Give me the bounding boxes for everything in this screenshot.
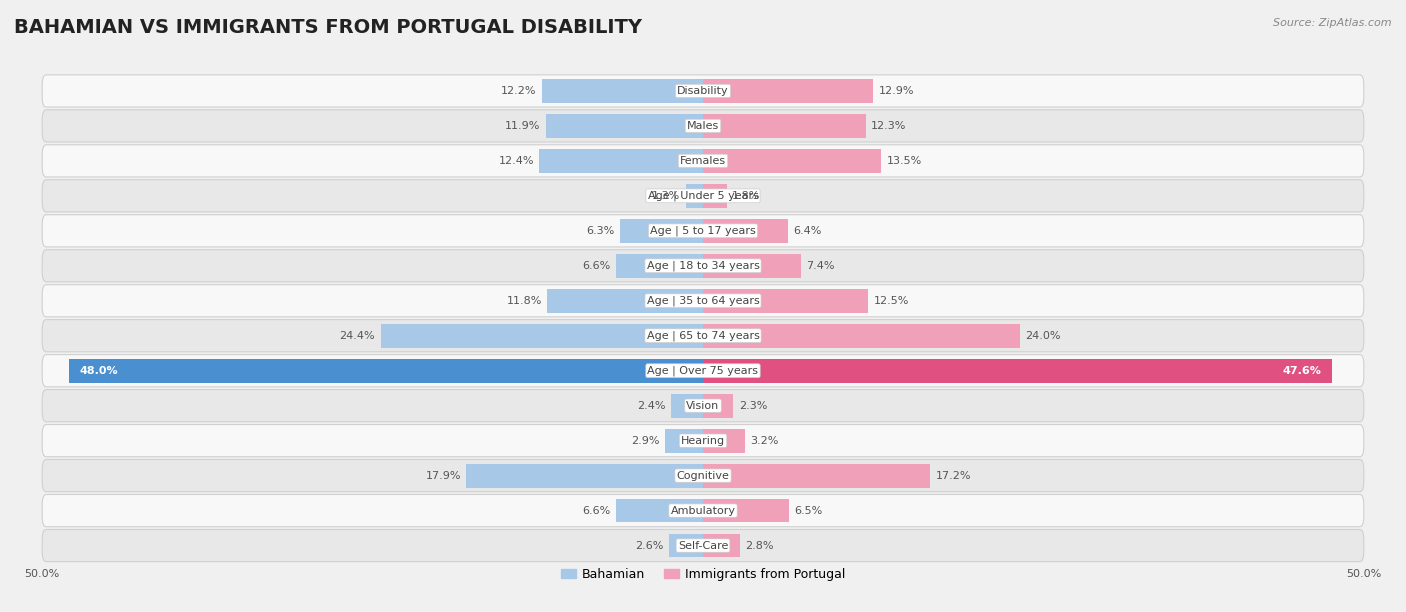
Text: 48.0%: 48.0% [79,366,118,376]
Text: 13.5%: 13.5% [887,156,922,166]
Text: Age | Under 5 years: Age | Under 5 years [648,190,758,201]
Text: 1.8%: 1.8% [733,191,761,201]
Text: Self-Care: Self-Care [678,540,728,551]
Text: 6.6%: 6.6% [582,261,610,271]
Text: 6.3%: 6.3% [586,226,614,236]
Text: BAHAMIAN VS IMMIGRANTS FROM PORTUGAL DISABILITY: BAHAMIAN VS IMMIGRANTS FROM PORTUGAL DIS… [14,18,643,37]
FancyBboxPatch shape [42,319,1364,352]
Text: 2.4%: 2.4% [637,401,666,411]
Text: Vision: Vision [686,401,720,411]
Bar [467,464,703,488]
FancyBboxPatch shape [42,529,1364,562]
Bar [703,114,866,138]
Bar [703,149,882,173]
Bar [538,149,703,173]
FancyBboxPatch shape [42,425,1364,457]
Text: 2.9%: 2.9% [631,436,659,446]
Text: Age | 35 to 64 years: Age | 35 to 64 years [647,296,759,306]
Bar [620,219,703,243]
Text: Cognitive: Cognitive [676,471,730,480]
Legend: Bahamian, Immigrants from Portugal: Bahamian, Immigrants from Portugal [555,563,851,586]
Text: 11.9%: 11.9% [505,121,540,131]
Bar [541,79,703,103]
Bar [703,394,734,417]
Bar [703,219,787,243]
Text: 6.4%: 6.4% [793,226,821,236]
Bar [703,359,1331,382]
Bar [381,324,703,348]
Text: 12.4%: 12.4% [498,156,534,166]
Text: 12.9%: 12.9% [879,86,914,96]
FancyBboxPatch shape [42,75,1364,107]
Bar [703,79,873,103]
Text: Source: ZipAtlas.com: Source: ZipAtlas.com [1274,18,1392,28]
FancyBboxPatch shape [42,390,1364,422]
FancyBboxPatch shape [42,180,1364,212]
Text: 17.9%: 17.9% [426,471,461,480]
FancyBboxPatch shape [42,250,1364,282]
Text: 17.2%: 17.2% [935,471,972,480]
Bar [703,429,745,452]
FancyBboxPatch shape [42,145,1364,177]
Text: 3.2%: 3.2% [751,436,779,446]
Text: 2.8%: 2.8% [745,540,773,551]
Text: Age | 5 to 17 years: Age | 5 to 17 years [650,226,756,236]
Bar [703,499,789,523]
Text: 7.4%: 7.4% [806,261,835,271]
Bar [686,184,703,207]
Text: 12.3%: 12.3% [870,121,907,131]
Bar [671,394,703,417]
FancyBboxPatch shape [42,460,1364,491]
Text: 12.2%: 12.2% [501,86,537,96]
FancyBboxPatch shape [42,285,1364,317]
Text: Age | 18 to 34 years: Age | 18 to 34 years [647,261,759,271]
Bar [616,254,703,278]
Text: 24.4%: 24.4% [340,330,375,341]
Bar [69,359,703,382]
Text: 11.8%: 11.8% [506,296,541,306]
Bar [703,254,801,278]
Text: 2.6%: 2.6% [636,540,664,551]
Bar [546,114,703,138]
Bar [665,429,703,452]
FancyBboxPatch shape [42,494,1364,527]
Bar [616,499,703,523]
Text: 47.6%: 47.6% [1282,366,1322,376]
Text: Females: Females [681,156,725,166]
FancyBboxPatch shape [42,215,1364,247]
Bar [703,464,931,488]
Text: 1.3%: 1.3% [652,191,681,201]
Text: Ambulatory: Ambulatory [671,506,735,515]
Text: Age | 65 to 74 years: Age | 65 to 74 years [647,330,759,341]
FancyBboxPatch shape [42,110,1364,142]
Text: Disability: Disability [678,86,728,96]
Bar [703,324,1021,348]
Text: 6.6%: 6.6% [582,506,610,515]
Text: 12.5%: 12.5% [873,296,908,306]
Bar [547,289,703,313]
Bar [669,534,703,558]
FancyBboxPatch shape [42,354,1364,387]
Text: 2.3%: 2.3% [738,401,768,411]
Bar [703,534,740,558]
Text: Males: Males [688,121,718,131]
Text: Age | Over 75 years: Age | Over 75 years [648,365,758,376]
Bar [703,184,727,207]
Bar [703,289,868,313]
Text: 6.5%: 6.5% [794,506,823,515]
Text: Hearing: Hearing [681,436,725,446]
Text: 24.0%: 24.0% [1025,330,1062,341]
